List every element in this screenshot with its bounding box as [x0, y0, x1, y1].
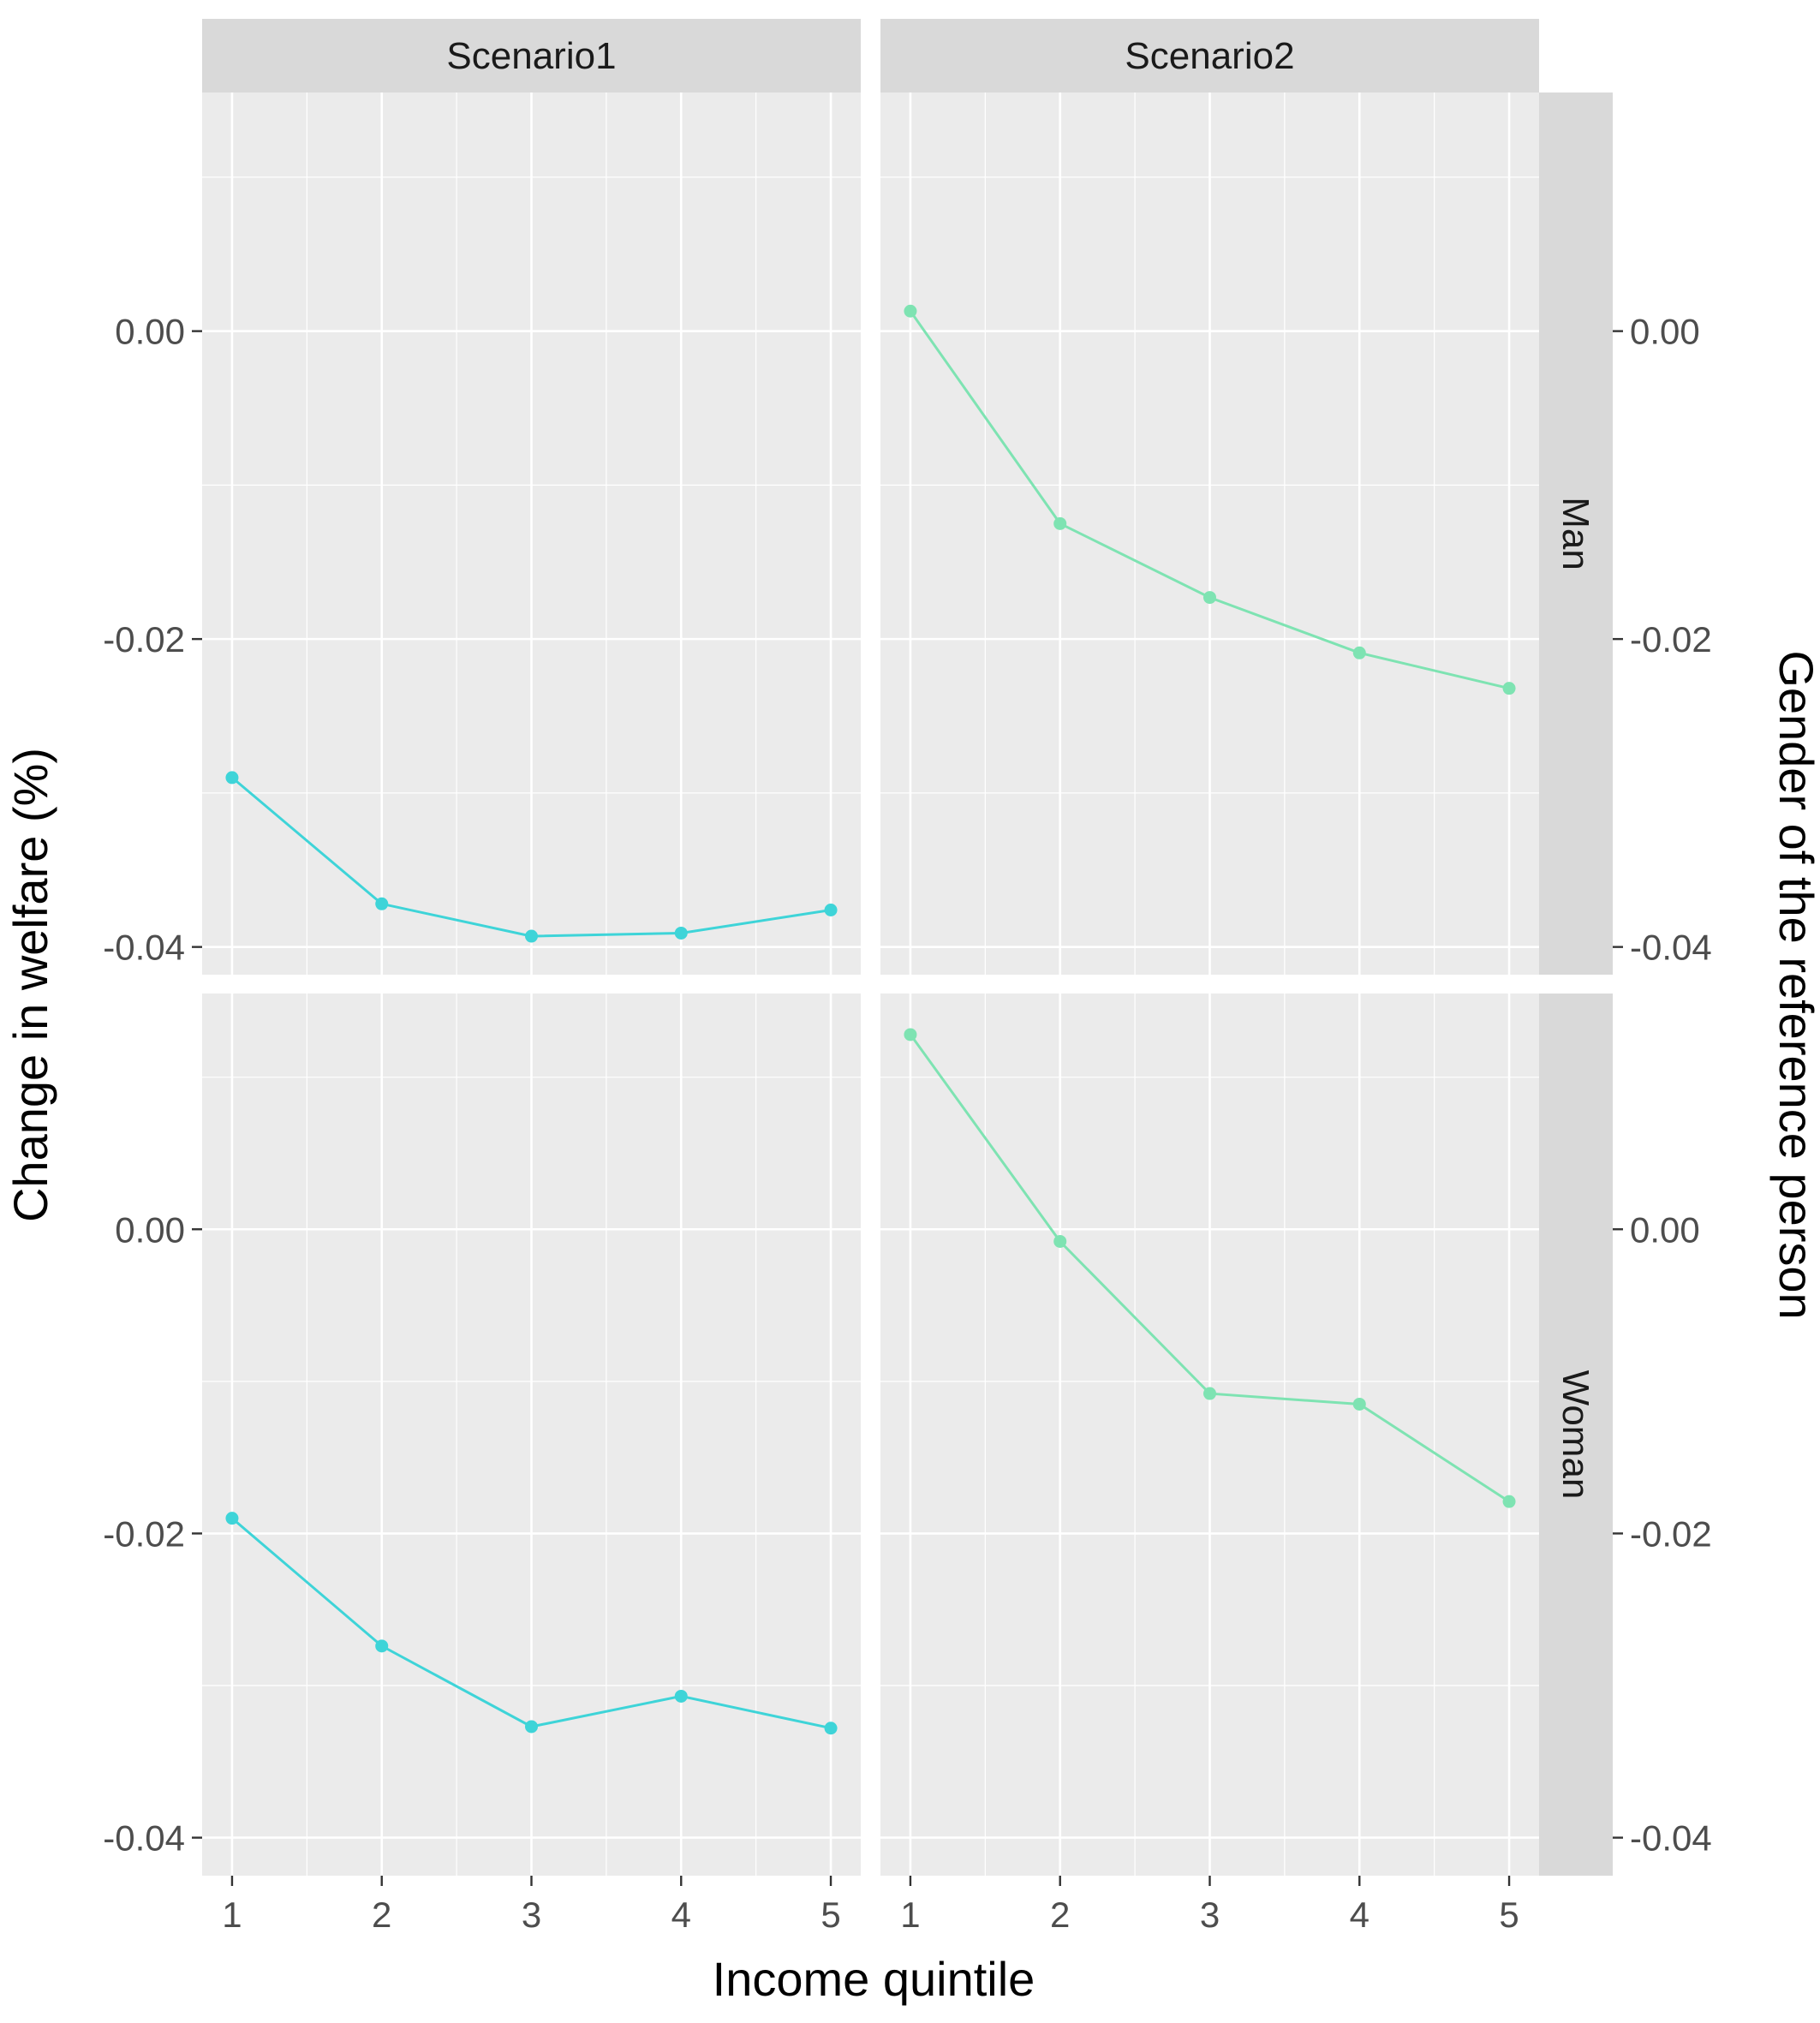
data-point [904, 1028, 917, 1041]
data-point [375, 897, 389, 910]
column-strip [880, 19, 1539, 92]
row-strip-label: Man [1554, 497, 1596, 570]
y-tick-label-right: -0.04 [1630, 928, 1712, 968]
y-tick-label-right: 0.00 [1630, 1209, 1700, 1250]
x-tick-label: 2 [1050, 1895, 1070, 1935]
x-tick-label: 5 [820, 1895, 840, 1935]
data-point [225, 771, 239, 785]
strips-layer: Scenario1 Scenario2 Man Woman [202, 19, 1613, 1876]
x-tick-label: 4 [671, 1895, 691, 1935]
data-point [1203, 591, 1216, 605]
data-point [1053, 1234, 1067, 1248]
y-tick-label-left: -0.02 [103, 619, 185, 659]
y-tick-label-right: -0.02 [1630, 1513, 1712, 1554]
data-point [1352, 646, 1366, 659]
data-point [525, 1720, 538, 1734]
y-tick-label-left: -0.02 [103, 1513, 185, 1554]
axes-layer: 0.00 -0.02 -0.04 0.00 -0.02 -0.04 0.00 -0.02 -0.… [103, 312, 1711, 1935]
y-tick-label-right: -0.04 [1630, 1818, 1712, 1859]
y-tick-label-right: -0.02 [1630, 619, 1712, 659]
panel-man-scenario2 [880, 92, 1539, 975]
data-point [674, 926, 688, 940]
data-point [225, 1512, 239, 1525]
y-tick-label-right: 0.00 [1630, 312, 1700, 352]
data-point [1502, 682, 1516, 695]
data-point [1203, 1387, 1216, 1400]
x-tick-label: 2 [372, 1895, 391, 1935]
y-tick-label-left: -0.04 [103, 1818, 185, 1859]
data-point [1053, 516, 1067, 530]
panel-woman-scenario2 [880, 994, 1539, 1876]
data-point [904, 304, 917, 318]
x-tick-label: 1 [222, 1895, 242, 1935]
y-axis-title: Change in welfare (%) [3, 748, 57, 1222]
panel-woman-scenario1 [202, 994, 861, 1876]
data-point [1352, 1397, 1366, 1411]
x-axis-title: Income quintile [713, 1952, 1035, 2006]
row-strip [1539, 92, 1613, 975]
data-point [1502, 1495, 1516, 1508]
panels-layer [202, 92, 1539, 1876]
row-strip [1539, 994, 1613, 1876]
column-strip [202, 19, 861, 92]
data-point [674, 1689, 688, 1703]
column-strip-label: Scenario1 [446, 35, 616, 77]
data-point [525, 929, 538, 943]
data-point [824, 904, 838, 917]
y-tick-label-left: -0.04 [103, 928, 185, 968]
data-point [375, 1639, 389, 1653]
x-tick-label: 3 [1200, 1895, 1220, 1935]
row-strip-label: Woman [1554, 1370, 1596, 1500]
x-tick-label: 4 [1350, 1895, 1369, 1935]
x-tick-label: 3 [522, 1895, 541, 1935]
x-tick-label: 5 [1499, 1895, 1519, 1935]
x-tick-label: 1 [900, 1895, 920, 1935]
y-tick-label-left: 0.00 [115, 1209, 185, 1250]
facet-row-title: Gender of the reference person [1769, 650, 1820, 1319]
panel-man-scenario1 [202, 92, 861, 975]
y-tick-label-left: 0.00 [115, 312, 185, 352]
column-strip-label: Scenario2 [1125, 35, 1294, 77]
data-point [824, 1722, 838, 1735]
